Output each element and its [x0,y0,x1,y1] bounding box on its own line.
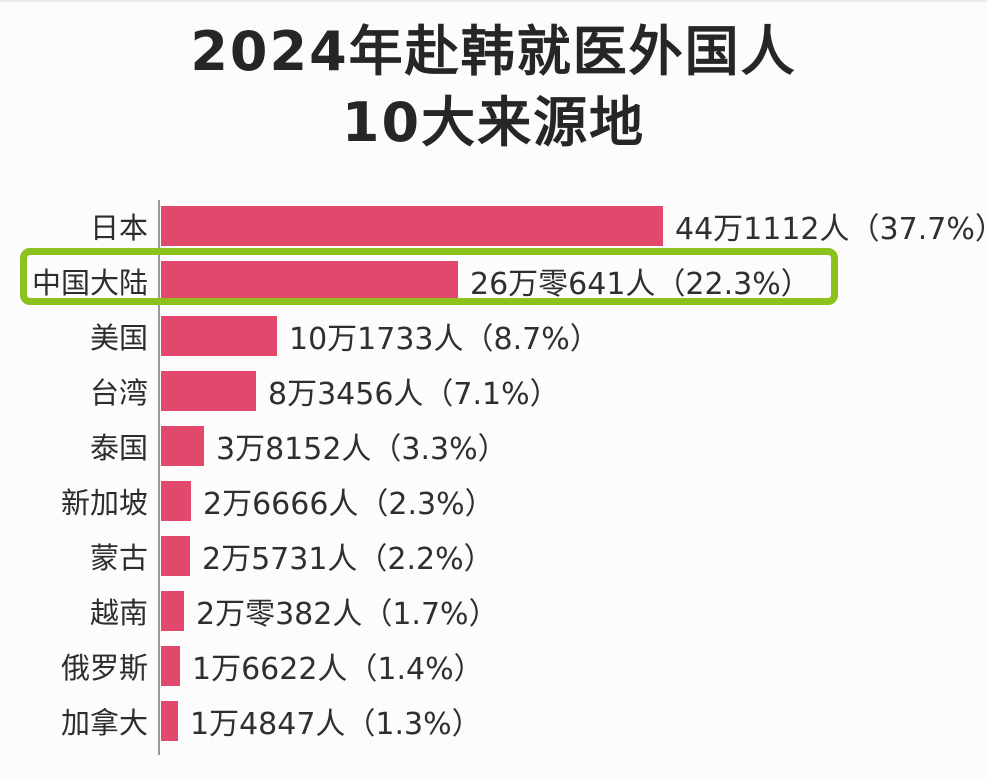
category-label: 俄罗斯 [60,650,148,685]
value-label: 2万零382人（1.7%） [196,596,499,632]
bar [161,370,256,411]
bar-area: 2万5731人（2.2%） [161,535,494,577]
bar-row: 加拿大 1万4847人（1.3%） [0,693,987,748]
category-label: 中国大陆 [31,265,148,300]
bar-row: 中国大陆 26万零641人（22.3%） [0,253,987,308]
value-label: 1万4847人（1.3%） [190,706,482,742]
bar-area: 26万零641人（22.3%） [161,260,811,302]
bar-row: 蒙古 2万5731人（2.2%） [0,528,987,583]
bar [161,260,458,301]
bar [161,645,180,686]
category-label: 加拿大 [60,705,148,740]
chart-title-line1: 2024年赴韩就医外国人 [190,20,797,83]
category-label: 美国 [89,320,148,355]
value-label: 8万3456人（7.1%） [268,376,560,412]
bar-area: 1万6622人（1.4%） [161,645,484,687]
value-label: 2万5731人（2.2%） [202,541,494,577]
bar [161,590,184,631]
bar-row: 泰国 3万8152人（3.3%） [0,418,987,473]
bar [161,315,277,356]
category-label: 越南 [89,595,148,630]
category-label: 日本 [89,210,148,245]
bar [161,700,178,741]
bar-row: 俄罗斯 1万6622人（1.4%） [0,638,987,693]
category-label: 蒙古 [89,540,148,575]
bar-area: 2万6666人（2.3%） [161,480,495,522]
bar-row: 台湾 8万3456人（7.1%） [0,363,987,418]
bar-row: 新加坡 2万6666人（2.3%） [0,473,987,528]
bar-row: 美国 10万1733人（8.7%） [0,308,987,363]
bar-area: 2万零382人（1.7%） [161,590,499,632]
category-label: 泰国 [89,430,148,465]
bar-area: 3万8152人（3.3%） [161,425,508,467]
category-label: 新加坡 [60,485,148,520]
bar-row: 日本 44万1112人（37.7%） [0,198,987,253]
bar [161,480,191,521]
value-label: 44万1112人（37.7%） [675,211,987,247]
infographic: 2024年赴韩就医外国人 10大来源地 日本 44万1112人（37.7%） 中… [0,2,987,755]
bar-chart: 日本 44万1112人（37.7%） 中国大陆 26万零641人（22.3%） … [0,198,987,755]
value-label: 3万8152人（3.3%） [216,431,508,467]
y-axis-line [158,200,160,755]
bar [161,205,663,246]
bar [161,535,190,576]
value-label: 26万零641人（22.3%） [470,266,811,302]
value-label: 10万1733人（8.7%） [289,321,600,357]
bar-area: 8万3456人（7.1%） [161,370,560,412]
bar-area: 1万4847人（1.3%） [161,700,482,742]
bar-row: 越南 2万零382人（1.7%） [0,583,987,638]
chart-title-line2: 10大来源地 [341,91,646,155]
chart-title: 2024年赴韩就医外国人 10大来源地 [0,2,987,159]
value-label: 1万6622人（1.4%） [192,651,484,687]
bar [161,425,204,466]
bar-area: 10万1733人（8.7%） [161,315,600,357]
bar-area: 44万1112人（37.7%） [161,205,987,247]
category-label: 台湾 [89,375,148,410]
value-label: 2万6666人（2.3%） [203,486,495,522]
